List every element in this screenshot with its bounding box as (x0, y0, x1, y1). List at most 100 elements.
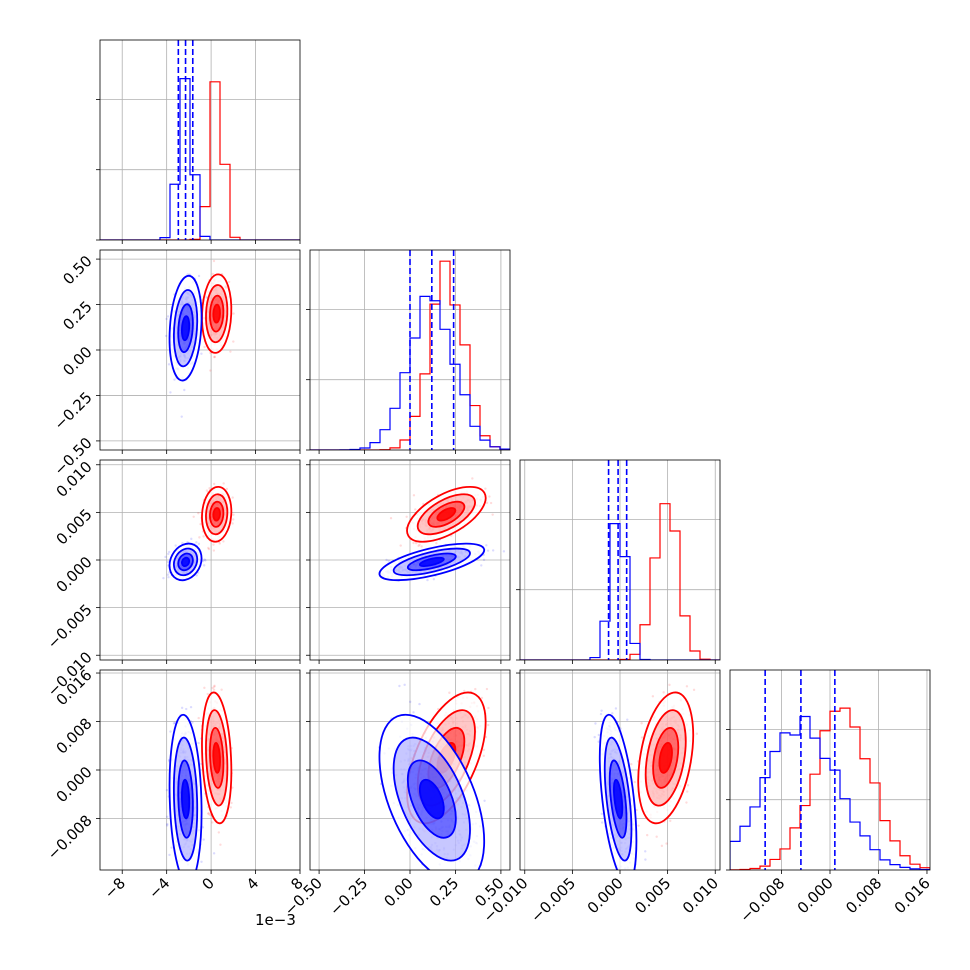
scatter-point (199, 522, 202, 526)
panel-0-0 (100, 40, 300, 240)
scatter-point (213, 355, 216, 359)
scatter-point (614, 707, 618, 710)
scatter-point (617, 873, 619, 875)
scatter-point (597, 733, 601, 737)
contour-blue (418, 778, 445, 820)
scatter-point (200, 352, 203, 355)
scatter-point (640, 722, 643, 725)
scatter-point (196, 878, 198, 880)
scatter-point (197, 741, 200, 745)
scatter-point (686, 790, 689, 793)
scatter-point (695, 732, 699, 735)
scatter-point (169, 879, 171, 881)
panel-3-2 (520, 670, 720, 875)
scatter-point (192, 515, 195, 518)
scatter-point (188, 882, 190, 884)
scatter-point (213, 355, 216, 359)
scatter-point (465, 892, 467, 894)
scatter-point (225, 487, 229, 491)
scatter-point (186, 872, 188, 874)
scatter-point (205, 489, 209, 492)
scatter-point (685, 801, 688, 804)
scatter-point (439, 876, 441, 878)
scatter-point (668, 683, 671, 687)
panel-2-2 (520, 460, 720, 660)
scatter-point (197, 542, 201, 546)
scatter-point (200, 737, 203, 740)
scatter-point (212, 852, 216, 855)
scatter-point (172, 722, 176, 725)
panel-2-1 (310, 460, 510, 660)
scatter-point (405, 515, 408, 519)
scatter-point (166, 822, 169, 826)
scatter-point (183, 388, 186, 392)
scatter-point (487, 723, 490, 727)
scatter-point (207, 812, 210, 815)
scatter-point (486, 549, 490, 552)
scatter-point (198, 536, 201, 539)
scatter-point (167, 576, 170, 579)
scatter-point (170, 846, 173, 849)
scatter-point (454, 895, 456, 897)
scatter-point (211, 686, 214, 690)
scatter-point (184, 878, 186, 880)
scatter-point (202, 535, 205, 538)
scatter-point (482, 748, 486, 751)
scatter-point (412, 541, 415, 545)
scatter-point (485, 501, 489, 505)
scatter-point (217, 831, 221, 834)
scatter-point (418, 702, 421, 706)
scatter-point (202, 564, 206, 567)
scatter-point (477, 871, 479, 873)
scatter-point (660, 844, 664, 848)
scatter-point (174, 544, 177, 547)
scatter-point (385, 558, 388, 562)
scatter-point (166, 315, 170, 318)
scatter-point (205, 296, 208, 299)
scatter-point (222, 540, 225, 543)
scatter-point (222, 482, 225, 485)
scatter-point (191, 721, 194, 724)
scatter-point (220, 688, 223, 691)
scatter-point (206, 692, 209, 696)
scatter-point (456, 872, 458, 874)
panel-1-0 (100, 250, 300, 450)
contour-red (436, 507, 457, 522)
scatter-point (600, 821, 604, 824)
scatter-point (472, 871, 474, 873)
scatter-point (207, 812, 210, 815)
scatter-point (435, 541, 438, 545)
scatter-point (438, 538, 441, 541)
scatter-point (474, 687, 477, 691)
scatter-point (207, 546, 210, 550)
scatter-point (204, 559, 207, 562)
scatter-point (458, 870, 460, 872)
scatter-point (208, 487, 211, 490)
scatter-point (203, 686, 206, 690)
scatter-point (457, 877, 459, 879)
scatter-point (665, 842, 668, 845)
scatter-point (168, 853, 171, 857)
scatter-point (480, 564, 483, 567)
scatter-point (213, 685, 216, 688)
hist-blue (520, 523, 720, 660)
scatter-point (485, 687, 489, 691)
scatter-point (189, 881, 191, 883)
scatter-point (186, 885, 188, 887)
scatter-point (166, 573, 170, 576)
scatter-point (169, 730, 172, 733)
scatter-point (218, 542, 221, 545)
scatter-point (483, 799, 486, 802)
panel-3-1 (310, 670, 510, 897)
scatter-point (417, 544, 420, 548)
scatter-point (484, 487, 487, 490)
scatter-point (208, 813, 211, 817)
contour-red (212, 741, 221, 774)
scatter-point (180, 415, 183, 418)
scatter-point (655, 835, 658, 838)
scatter-point (635, 808, 638, 812)
scatter-point (408, 700, 412, 704)
scatter-point (190, 537, 193, 541)
scatter-point (415, 541, 418, 545)
